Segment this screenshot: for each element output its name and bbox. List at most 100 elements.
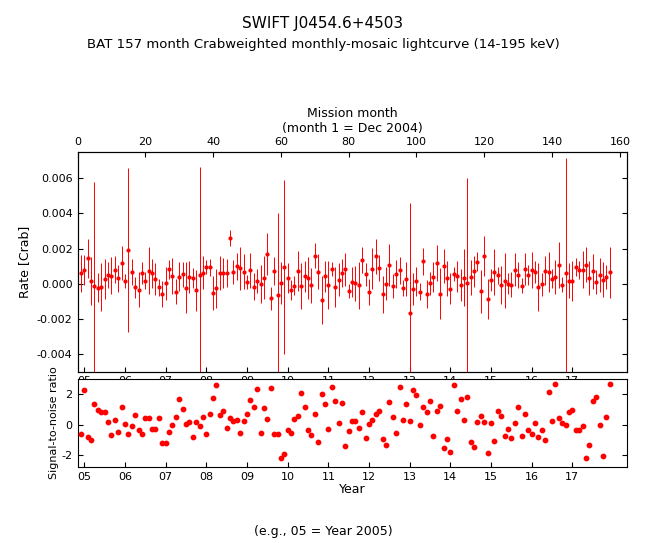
Point xyxy=(330,397,340,406)
Point xyxy=(503,425,513,434)
Point xyxy=(300,403,310,412)
Point xyxy=(306,431,317,439)
Point xyxy=(404,416,415,425)
Point xyxy=(286,429,297,438)
Point xyxy=(157,439,167,448)
Point xyxy=(445,448,455,457)
Point xyxy=(594,421,605,430)
Point xyxy=(143,414,154,422)
Point xyxy=(255,429,266,438)
Point xyxy=(520,409,530,418)
Point xyxy=(570,425,581,434)
Point xyxy=(327,382,337,391)
Point xyxy=(496,412,506,420)
Point xyxy=(232,416,242,425)
Point xyxy=(581,453,591,462)
Text: BAT 157 month Crabweighted monthly-mosaic lightcurve (14-195 keV): BAT 157 month Crabweighted monthly-mosai… xyxy=(87,38,559,51)
Point xyxy=(171,413,181,421)
Point xyxy=(273,430,283,439)
Point xyxy=(391,428,401,437)
Point xyxy=(151,425,161,433)
Point xyxy=(466,438,476,447)
Point xyxy=(523,425,534,434)
Point xyxy=(448,381,459,389)
Point xyxy=(194,421,205,430)
Point xyxy=(591,393,601,401)
Point xyxy=(252,384,262,393)
Point xyxy=(526,429,537,438)
Point xyxy=(228,417,238,426)
Point xyxy=(333,419,344,428)
Point xyxy=(309,410,320,419)
Point xyxy=(164,428,174,437)
Point xyxy=(184,418,194,426)
Point xyxy=(110,416,120,425)
Point xyxy=(353,424,364,433)
X-axis label: Year: Year xyxy=(339,483,366,496)
Point xyxy=(259,404,269,413)
Point xyxy=(394,382,404,391)
Point xyxy=(513,403,523,412)
Point xyxy=(574,426,585,434)
Point xyxy=(357,408,368,416)
Point xyxy=(266,384,276,393)
Point xyxy=(86,435,96,444)
Point xyxy=(398,415,408,424)
Point xyxy=(181,420,191,428)
Point xyxy=(313,437,324,446)
Point xyxy=(350,416,360,425)
Point xyxy=(99,408,110,416)
Point xyxy=(435,401,445,410)
Point xyxy=(384,398,395,407)
Point xyxy=(106,431,116,439)
Point xyxy=(83,432,93,441)
Point xyxy=(567,406,578,414)
Point xyxy=(561,421,571,430)
Point xyxy=(198,412,208,421)
Point xyxy=(337,399,347,407)
Point xyxy=(133,426,143,434)
Point xyxy=(388,412,398,421)
Point xyxy=(103,418,113,426)
Point xyxy=(89,400,99,408)
Point xyxy=(442,435,452,444)
Point xyxy=(160,439,171,447)
Point xyxy=(191,418,202,426)
Point xyxy=(289,415,300,424)
Point xyxy=(137,430,147,438)
Point xyxy=(123,430,134,438)
Point xyxy=(537,426,547,434)
Point xyxy=(174,395,184,403)
Point xyxy=(534,433,544,441)
Point xyxy=(554,414,564,422)
Point xyxy=(347,417,357,426)
Point xyxy=(483,449,493,457)
Point xyxy=(486,419,496,427)
Point xyxy=(187,432,198,441)
Point xyxy=(550,380,561,388)
Point xyxy=(459,416,469,425)
Text: SWIFT J0454.6+4503: SWIFT J0454.6+4503 xyxy=(242,16,404,31)
Point xyxy=(588,396,598,405)
Point xyxy=(432,407,442,415)
Point xyxy=(412,390,422,399)
Point xyxy=(262,414,273,423)
Point xyxy=(178,404,188,413)
Point xyxy=(601,413,612,421)
Point xyxy=(303,426,313,434)
Point xyxy=(564,408,574,416)
Point xyxy=(510,418,520,427)
Point xyxy=(540,435,550,444)
Point xyxy=(371,409,381,418)
Point xyxy=(401,400,412,408)
Point xyxy=(211,381,222,389)
Point xyxy=(317,389,327,398)
Point xyxy=(218,407,229,415)
Point xyxy=(276,453,286,462)
Y-axis label: Signal-to-noise ratio: Signal-to-noise ratio xyxy=(48,367,59,479)
Point xyxy=(489,437,499,446)
Point xyxy=(605,380,615,388)
Point xyxy=(296,389,306,397)
Point xyxy=(469,443,479,452)
Point xyxy=(242,409,252,418)
